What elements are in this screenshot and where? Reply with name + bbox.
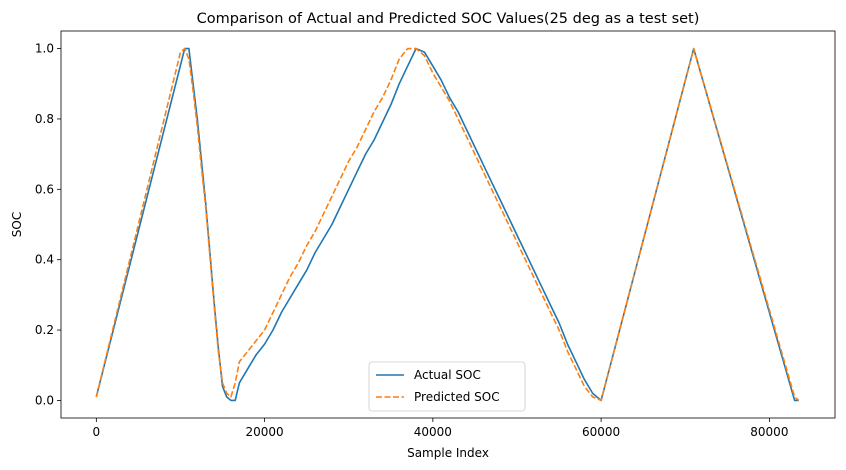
y-axis-label: SOC bbox=[10, 212, 24, 237]
plot-area bbox=[61, 31, 835, 418]
y-tick-label: 0.4 bbox=[35, 253, 54, 267]
series-line-actual bbox=[95, 47, 799, 402]
x-axis-label: Sample Index bbox=[407, 446, 489, 460]
series-line-predicted bbox=[95, 47, 800, 402]
x-tick-label: 40000 bbox=[414, 425, 452, 439]
legend-box bbox=[368, 361, 526, 412]
chart-title: Comparison of Actual and Predicted SOC V… bbox=[197, 11, 700, 27]
y-tick-label: 0.0 bbox=[35, 393, 54, 407]
x-tick-label: 20000 bbox=[246, 425, 284, 439]
x-tick-label: 80000 bbox=[750, 425, 788, 439]
y-tick-label: 0.2 bbox=[35, 323, 54, 337]
legend-label-actual: Actual SOC bbox=[414, 368, 481, 382]
legend-label-predicted: Predicted SOC bbox=[414, 390, 500, 404]
x-tick-label: 60000 bbox=[582, 425, 620, 439]
y-tick-label: 0.8 bbox=[35, 112, 54, 126]
plot-frame bbox=[60, 30, 836, 419]
legend: Actual SOC Predicted SOC bbox=[368, 361, 526, 412]
y-tick-label: 0.6 bbox=[35, 182, 54, 196]
series-layer bbox=[95, 47, 800, 402]
ticks-layer: 0 20000 40000 60000 80000 0.0 0.2 0.4 0.6 0.8 1.0 bbox=[35, 42, 789, 439]
x-tick-label: 0 bbox=[93, 425, 101, 439]
y-tick-label: 1.0 bbox=[35, 42, 54, 56]
